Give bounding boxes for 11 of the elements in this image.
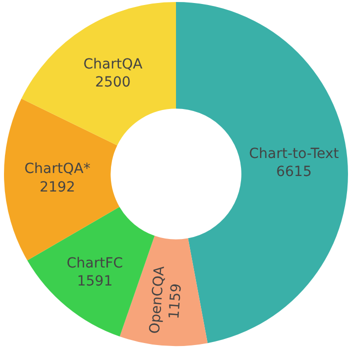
data-label: 2500	[95, 74, 131, 90]
slice-label: Chart-to-Text	[248, 146, 340, 162]
data-label: 1159	[166, 282, 185, 320]
slice-label: OpenCQA	[147, 265, 168, 334]
donut-slice	[21, 2, 176, 146]
slice-label: ChartQA*	[24, 161, 90, 178]
data-label: 1591	[76, 274, 113, 290]
data-label: 2192	[40, 179, 76, 196]
slice-label: ChartFC	[66, 255, 124, 272]
slice-label: ChartQA	[83, 56, 143, 72]
data-label: 6615	[276, 164, 312, 180]
